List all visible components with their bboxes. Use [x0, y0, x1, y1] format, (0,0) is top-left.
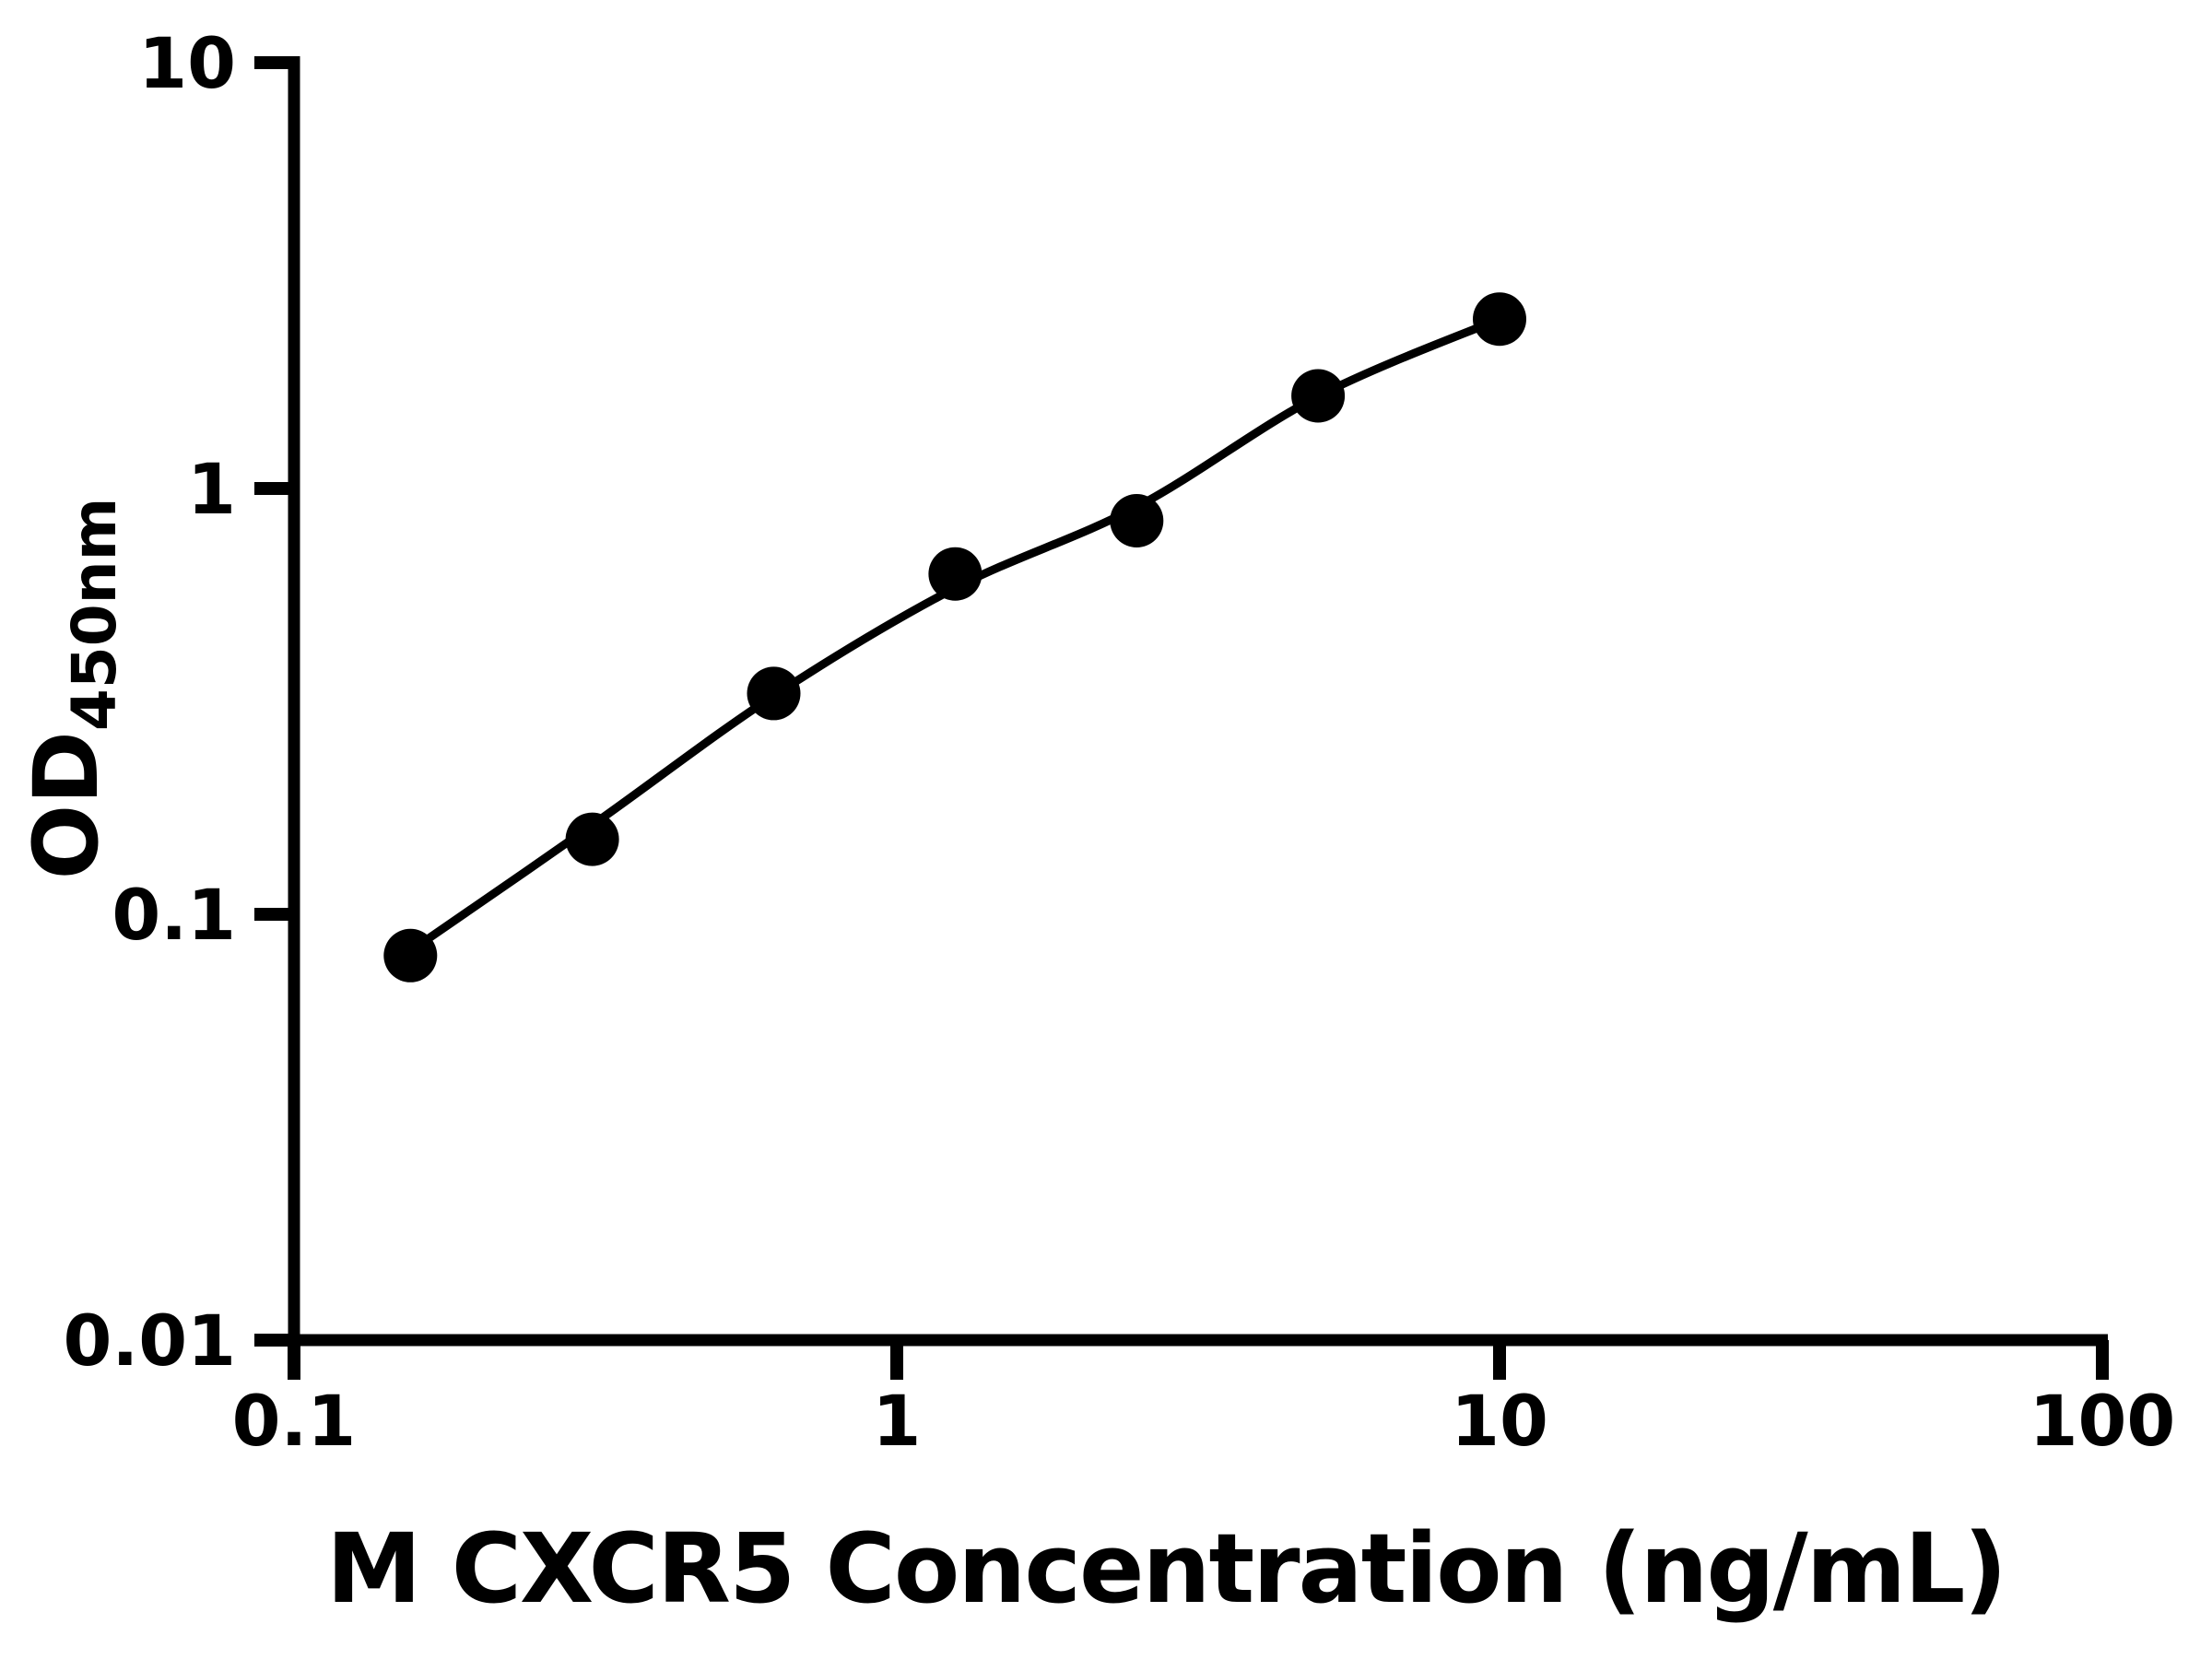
- x-tick-label: 10: [1451, 1380, 1548, 1462]
- y-tick-label: 0.1: [112, 874, 236, 956]
- data-point: [383, 928, 438, 982]
- x-tick-label: 100: [2030, 1380, 2176, 1462]
- data-point: [565, 812, 619, 866]
- y-axis-title-main: OD: [15, 731, 118, 879]
- data-point: [928, 547, 982, 601]
- data-point: [747, 666, 801, 721]
- data-points: [383, 292, 1526, 982]
- x-axis-ticks: 0.1 1 10 100: [232, 1340, 2176, 1462]
- y-axis-title-subscript: 450nm: [59, 498, 130, 732]
- y-tick-label: 1: [187, 448, 236, 530]
- data-point: [1291, 369, 1346, 423]
- data-point: [1110, 494, 1164, 547]
- x-tick-label: 1: [873, 1380, 922, 1462]
- data-point: [1473, 292, 1526, 347]
- y-tick-label: 0.01: [63, 1300, 236, 1382]
- y-tick-label: 10: [138, 22, 236, 104]
- x-tick-label: 0.1: [232, 1380, 357, 1462]
- y-axis-title: OD450nm: [15, 498, 130, 880]
- x-axis-title: M CXCR5 Concentration (ng/mL): [326, 1512, 2006, 1625]
- y-axis-ticks: 10 1 0.1 0.01: [63, 22, 294, 1382]
- axes: [288, 56, 2108, 1380]
